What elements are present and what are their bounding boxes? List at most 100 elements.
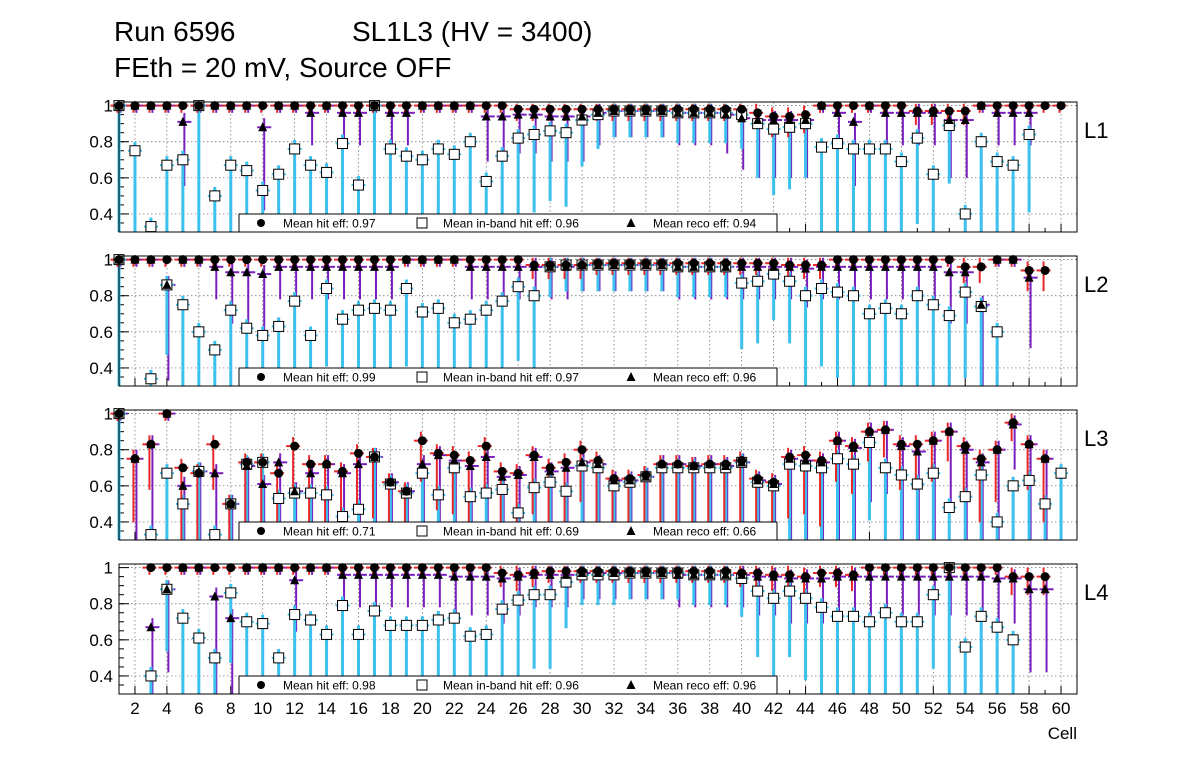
inband-marker [991, 326, 1003, 338]
reco-marker [609, 475, 619, 485]
inband-marker [832, 286, 843, 298]
legend-box [238, 213, 778, 233]
hit-marker [864, 255, 874, 265]
reco-marker [354, 459, 363, 469]
legend-hit-marker [257, 373, 265, 381]
hit-marker [354, 448, 363, 458]
reco-marker [465, 460, 475, 470]
reco-marker [737, 457, 747, 467]
inband-marker [927, 467, 939, 479]
hit-marker [833, 101, 842, 111]
reco-marker [497, 111, 507, 121]
inband-marker [193, 326, 205, 338]
inband-marker [800, 592, 812, 604]
hit-marker [1024, 265, 1034, 275]
reco-marker [609, 106, 619, 116]
reco-marker [178, 562, 188, 572]
reco-marker [960, 267, 970, 277]
inband-marker [368, 605, 380, 617]
inband-marker [544, 125, 556, 137]
inband-marker [528, 482, 540, 494]
inband-marker [816, 283, 828, 294]
hit-marker [385, 563, 395, 573]
inband-marker [1007, 480, 1019, 492]
inband-marker [448, 148, 460, 160]
reco-marker [354, 107, 363, 117]
hit-marker [274, 255, 284, 265]
legend-inband-text: Mean in-band hit eff: 0.97 [443, 371, 579, 385]
x-tick-label: 10 [253, 699, 272, 718]
hit-marker [513, 104, 523, 114]
hit-marker [880, 101, 890, 111]
legend-hit-text: Mean hit eff: 0.98 [283, 679, 376, 693]
reco-marker [322, 100, 332, 110]
hit-marker [848, 255, 858, 265]
reco-marker [529, 109, 539, 119]
reco-marker [769, 571, 779, 581]
reco-marker [258, 122, 268, 132]
legend-reco-text: Mean reco eff: 0.94 [653, 217, 757, 231]
inband-marker [400, 150, 412, 162]
reco-marker [976, 571, 986, 581]
reco-marker [689, 107, 699, 117]
inband-marker [400, 283, 412, 294]
legend-hit-marker [257, 527, 265, 535]
hit-marker [577, 445, 587, 455]
inband-marker [480, 175, 492, 187]
inband-marker [528, 129, 540, 140]
reco-marker [944, 571, 954, 581]
inband-marker [496, 150, 508, 162]
inband-marker [911, 478, 923, 490]
reco-marker [369, 261, 379, 271]
hit-marker [896, 255, 906, 265]
reco-marker [817, 100, 827, 110]
reco-marker [848, 442, 858, 452]
reco-marker [1040, 584, 1050, 594]
hit-marker [801, 450, 811, 460]
x-tick-label: 22 [445, 699, 464, 718]
inband-marker [991, 621, 1003, 633]
hit-marker [258, 101, 268, 111]
x-axis-label: Cell [1048, 724, 1077, 743]
inband-marker [1007, 634, 1019, 646]
inband-marker [177, 299, 189, 311]
inband-marker [432, 143, 444, 155]
reco-marker [992, 573, 1002, 583]
reco-marker [593, 107, 603, 117]
reco-marker [401, 486, 411, 496]
reco-marker [577, 457, 587, 467]
reco-marker [785, 261, 795, 271]
reco-marker [864, 100, 874, 110]
reco-marker [338, 468, 348, 478]
reco-marker [992, 107, 1002, 117]
reco-marker [130, 254, 140, 264]
y-tick-label: 0.8 [89, 287, 113, 306]
inband-marker [959, 286, 971, 298]
reco-marker [226, 498, 236, 508]
x-tick-label: 4 [162, 699, 171, 718]
hit-marker [960, 563, 970, 573]
reco-marker [290, 575, 300, 585]
hit-marker [944, 563, 954, 573]
reco-marker [833, 571, 842, 581]
inband-marker [353, 628, 364, 640]
reco-marker [769, 261, 779, 271]
inband-marker [847, 143, 859, 155]
x-tick-label: 26 [509, 699, 528, 718]
reco-marker [673, 459, 683, 469]
hit-marker [753, 108, 763, 118]
reco-marker [322, 562, 332, 572]
panel-l3: 0.4 0.6 0.8 1 L3 Mean hit eff: 0.71 Mean in-ba… [89, 405, 1108, 541]
legend-box [238, 521, 778, 541]
inband-marker [145, 670, 157, 682]
hit-marker [465, 563, 475, 573]
inband-marker [1039, 498, 1051, 510]
hit-marker [545, 104, 555, 114]
y-tick-label: 0.6 [89, 631, 113, 650]
hit-marker [976, 563, 986, 573]
reco-marker [1008, 107, 1018, 117]
reco-marker [769, 479, 779, 489]
reco-marker [545, 111, 555, 121]
panel-l4: 0.4 0.6 0.8 1 L4 Mean hit eff: 0.98 Mean in-ba… [89, 559, 1108, 695]
hit-marker [513, 255, 523, 265]
